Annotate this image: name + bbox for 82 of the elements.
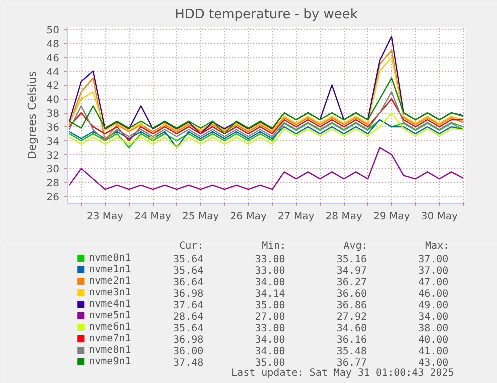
text: 35.00 (255, 300, 286, 312)
y-tick-label: 48 (46, 40, 60, 50)
x-tick-label: 24 May (134, 212, 172, 222)
text: 34.00 (418, 312, 449, 323)
text: 38.00 (418, 324, 449, 334)
y-tick-label: 40 (46, 95, 60, 106)
text: 37.00 (418, 266, 449, 277)
text: 37.64 (174, 300, 204, 312)
x-tick-label: 27 May (278, 212, 315, 222)
text: Min: (262, 241, 286, 252)
text: 37.00 (418, 254, 449, 266)
text: 41.00 (418, 346, 449, 358)
y-tick-label: 34 (46, 136, 60, 148)
y-tick-label: 36 (46, 122, 60, 134)
text: Last update: Sat May 31 01:00:43 2025 (232, 368, 454, 379)
text: 35.00 (255, 358, 286, 369)
x-tick-label: 29 May (374, 212, 410, 222)
text: 35.64 (174, 324, 204, 334)
line-series (68, 119, 464, 148)
y-tick-label: 28 (46, 178, 60, 190)
y-tick-label: 38 (46, 109, 60, 120)
text: 34.97 (336, 266, 368, 277)
line-series (68, 112, 464, 148)
text: 34.00 (255, 335, 286, 346)
x-tick-label: 26 May (230, 212, 267, 222)
text: 35.48 (336, 346, 368, 358)
text: 36.16 (336, 335, 368, 346)
x-tick-label: 28 May (326, 212, 362, 222)
text: 35.64 (174, 266, 204, 277)
legend-label: nvme9n1 (89, 356, 132, 368)
legend-label: nvme7n1 (89, 334, 132, 344)
text: 33.00 (255, 266, 286, 277)
text: 34.00 (255, 278, 286, 288)
legend-label: nvme0n1 (89, 253, 132, 264)
text: 43.00 (418, 358, 449, 369)
text: 36.00 (174, 346, 204, 358)
line-series (68, 147, 464, 190)
text: 49.00 (418, 300, 449, 312)
y-tick-label: 50 (46, 26, 60, 37)
legend-label: nvme6n1 (89, 322, 132, 333)
x-tick-label: 30 May (421, 212, 458, 222)
text: Max: (425, 241, 450, 252)
text: 27.00 (255, 312, 286, 323)
text: 40.00 (418, 335, 449, 346)
x-tick-label: 25 May (182, 212, 220, 222)
y-axis-title: Degrees Celsius (26, 71, 39, 160)
y-tick-label: 42 (46, 81, 60, 92)
text: 47.00 (418, 278, 449, 288)
text: 35.16 (336, 254, 368, 266)
text: 33.00 (255, 324, 286, 334)
text: 36.86 (336, 300, 368, 312)
text: 34.14 (255, 289, 286, 300)
y-tick-label: 30 (46, 164, 60, 176)
x-tick-label: 23 May (87, 212, 124, 222)
legend-label: nvme4n1 (89, 299, 132, 310)
legend-label: nvme2n1 (89, 276, 132, 287)
line-series (68, 78, 464, 135)
text: 33.00 (255, 254, 286, 266)
text: Cur: (180, 241, 204, 252)
text: 35.64 (174, 254, 204, 266)
text: 36.98 (174, 289, 204, 300)
y-tick-label: 46 (46, 53, 60, 64)
text: 36.27 (336, 278, 368, 288)
text: 46.00 (418, 289, 449, 300)
legend-label: nvme1n1 (89, 264, 132, 276)
text: 36.60 (336, 289, 368, 300)
legend-label: nvme3n1 (89, 288, 132, 298)
legend-label: nvme5n1 (89, 310, 132, 322)
text: Avg: (344, 241, 368, 252)
y-tick-label: 44 (46, 67, 60, 78)
legend-label: nvme8n1 (89, 345, 132, 356)
y-tick-label: 32 (46, 150, 60, 162)
text: 34.60 (336, 324, 368, 334)
text: 34.00 (255, 346, 286, 358)
text: 36.77 (336, 358, 368, 369)
text: 36.64 (174, 278, 204, 288)
y-tick-label: 26 (46, 192, 60, 204)
text: 27.92 (336, 312, 368, 323)
chart-title: HDD temperature - by week (175, 8, 358, 22)
text: 28.64 (174, 312, 204, 323)
text: 37.48 (174, 358, 204, 369)
text: 36.98 (174, 335, 204, 346)
